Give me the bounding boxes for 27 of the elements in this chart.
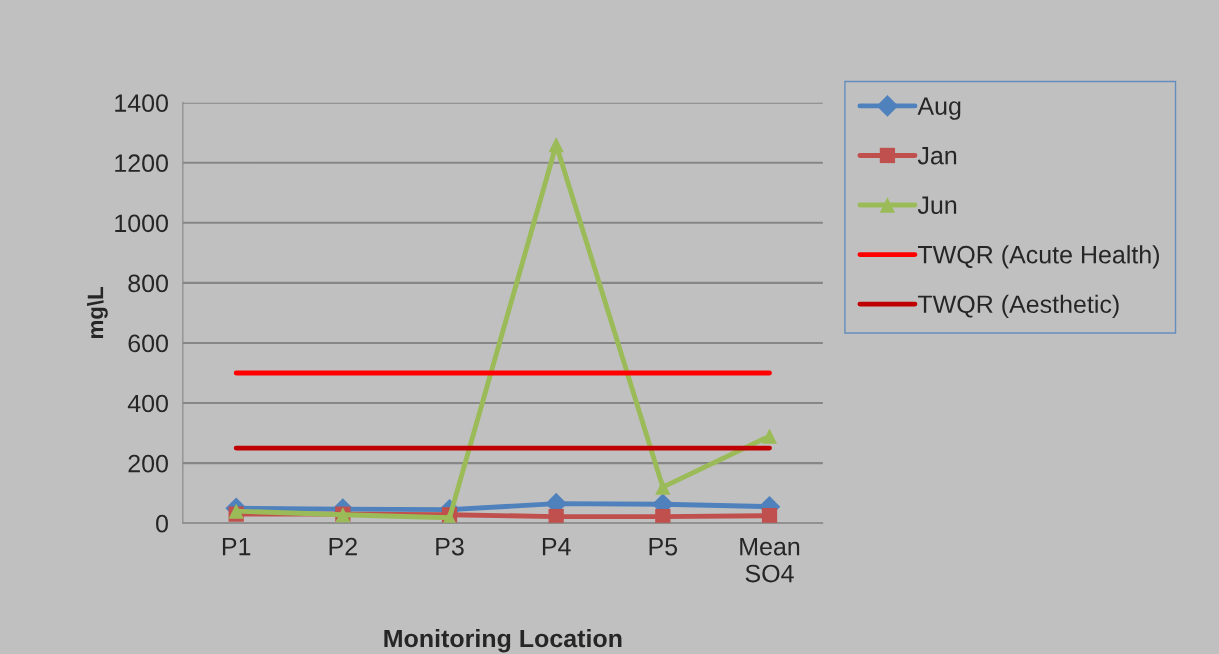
y-tick-label: 1000	[115, 214, 168, 233]
point	[761, 428, 778, 444]
point	[655, 479, 671, 495]
y-tick-label: 600	[128, 334, 168, 353]
legend-label: Jun	[917, 196, 957, 215]
legend-label: TWQR (Acute Health)	[917, 245, 1159, 269]
x-tick-label: P1	[222, 538, 251, 556]
y-axis-title: mg\L	[86, 287, 108, 339]
x-tick-label: P3	[436, 537, 464, 556]
point	[655, 508, 671, 524]
x-tick-label: P5	[649, 538, 678, 556]
point	[761, 508, 778, 524]
x-tick-label: Mean SO4	[740, 538, 800, 583]
y-tick-label: 800	[128, 274, 168, 293]
y-tick-label: 1400	[115, 94, 168, 112]
y-tick-label: 200	[128, 454, 168, 473]
legend-label: Jan	[917, 147, 957, 165]
legend-label: Aug	[917, 97, 961, 120]
point	[548, 137, 564, 153]
y-tick-label: 1200	[115, 154, 168, 173]
x-tick-label: P2	[329, 537, 357, 556]
x-axis-title: Monitoring Location	[384, 628, 622, 653]
x-tick-label: P4	[542, 538, 571, 556]
y-tick-label: 400	[127, 394, 168, 413]
point	[548, 508, 564, 524]
y-tick-label: 0	[156, 514, 168, 533]
legend-label: TWQR (Aesthetic)	[917, 294, 1119, 319]
